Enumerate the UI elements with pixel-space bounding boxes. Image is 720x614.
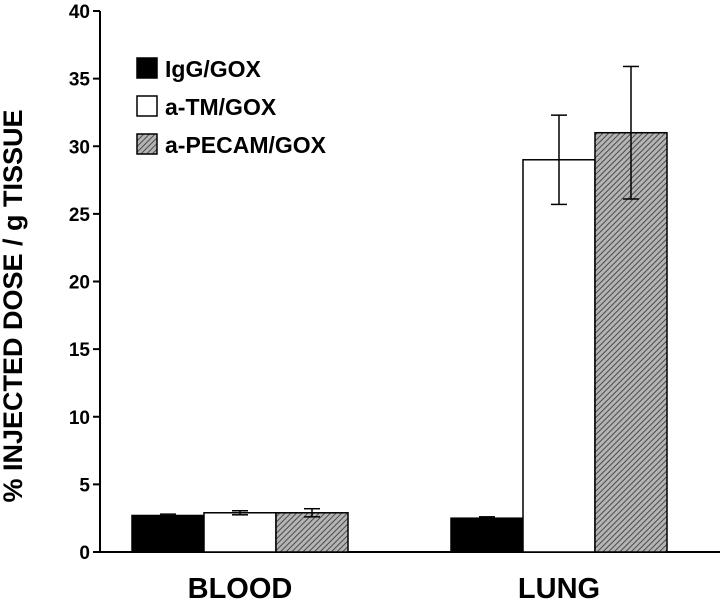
bar-blood-1 bbox=[203, 512, 277, 553]
bar-blood-2 bbox=[275, 512, 349, 553]
x-category-label: BLOOD bbox=[188, 573, 293, 605]
bar-lung-0 bbox=[450, 517, 524, 553]
y-tick-label: 0 bbox=[79, 543, 90, 564]
bar-lung-1 bbox=[522, 159, 596, 553]
legend-swatch bbox=[136, 133, 158, 155]
y-tick-label: 20 bbox=[69, 273, 90, 294]
y-tick-label: 35 bbox=[69, 70, 91, 91]
y-tick-label: 30 bbox=[69, 137, 90, 158]
y-tick-label: 25 bbox=[69, 205, 91, 226]
legend-swatch bbox=[136, 95, 158, 117]
y-tick-label: 10 bbox=[69, 408, 90, 429]
y-tick-label: 40 bbox=[69, 2, 90, 23]
y-tick-label: 15 bbox=[69, 340, 91, 361]
legend-label: a-TM/GOX bbox=[165, 94, 277, 120]
legend-swatch bbox=[136, 57, 158, 79]
bar-lung-2 bbox=[594, 131, 668, 553]
bar-blood-0 bbox=[131, 514, 205, 553]
legend-label: a-PECAM/GOX bbox=[165, 132, 327, 158]
y-axis-title: % INJECTED DOSE / g TISSUE bbox=[0, 109, 28, 502]
legend-label: IgG/GOX bbox=[165, 56, 262, 82]
y-tick-label: 5 bbox=[79, 475, 90, 496]
x-category-label: LUNG bbox=[518, 573, 600, 605]
